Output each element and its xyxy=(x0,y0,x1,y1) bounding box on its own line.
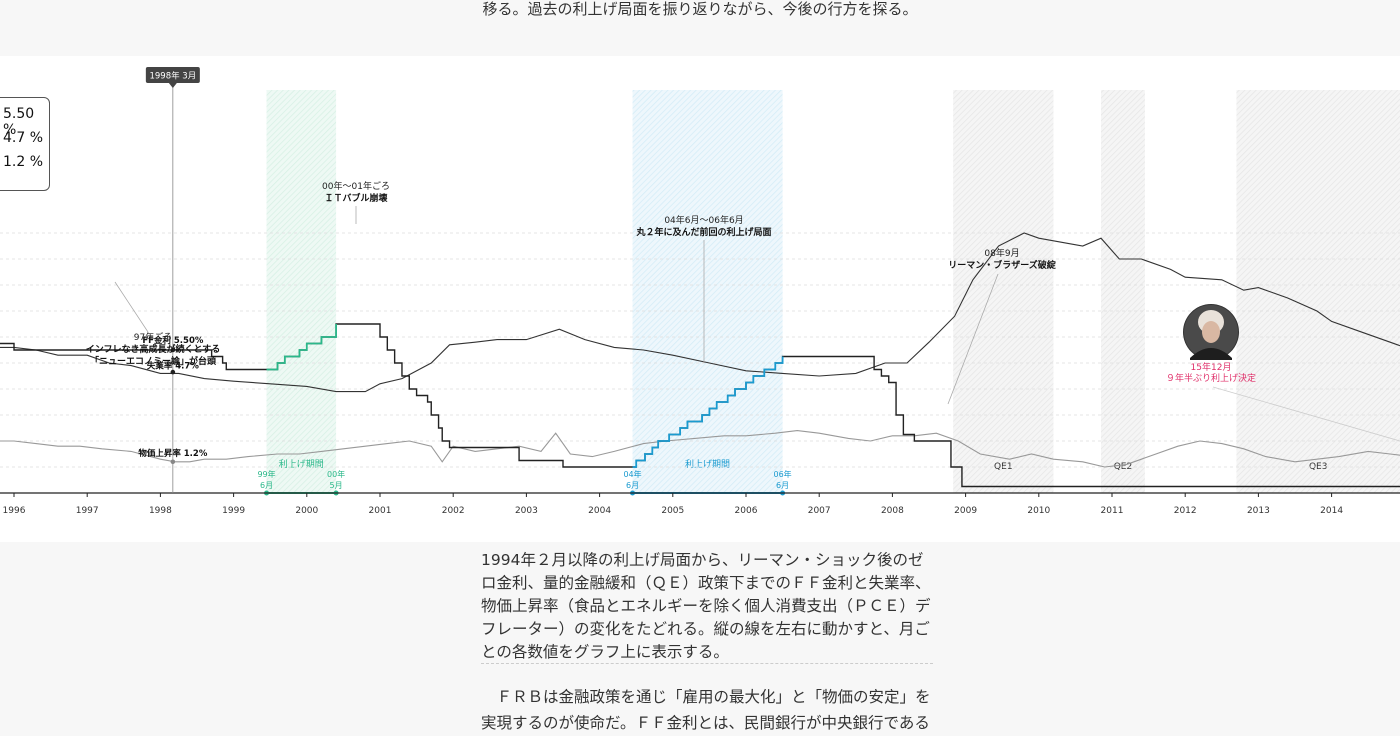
x-tick-label: 2014 xyxy=(1320,506,1343,516)
new-economy-date: 97年ごろ xyxy=(134,331,172,343)
x-tick-label: 1996 xyxy=(3,506,26,516)
cursor-unemployment-dot xyxy=(170,369,176,375)
rate-chart[interactable]: QE1 QE2 QE3利上げ期間99年6月00年5月利上げ期間04年6月06年6月 … xyxy=(0,56,1400,542)
qe-label-3: QE3 xyxy=(1309,462,1328,472)
hike-1-start-year: 99年 xyxy=(257,469,275,479)
ff-hike-segment-2 xyxy=(632,356,784,468)
qe-band-1 xyxy=(953,90,1054,493)
new-economy-label-2: 「ニューエコノミー論」が台頭 xyxy=(90,355,217,367)
x-tick-label: 2006 xyxy=(735,506,758,516)
chart-container[interactable]: QE1 QE2 QE3 利上げ期間 99年 6月 00年 5月 利上げ期間 04年 6月 06年 6月 … xyxy=(0,56,1400,542)
qe-band-3 xyxy=(1236,90,1400,493)
hike-1-end-year: 00年 xyxy=(327,469,345,479)
hike-band-label-1: 利上げ期間 xyxy=(279,458,324,470)
hike-2-start-month: 6月 xyxy=(626,481,639,490)
hike-1-start-month: 6月 xyxy=(260,481,273,490)
x-tick-label: 2009 xyxy=(954,506,977,516)
yellen-date: 15年12月 xyxy=(1191,361,1232,373)
x-tick-label: 2012 xyxy=(1174,506,1197,516)
lehman-label: リーマン・ブラザーズ破綻 xyxy=(948,259,1057,271)
x-tick-label: 1998 xyxy=(149,506,172,516)
readout-inflation: 1.2 % xyxy=(3,154,44,170)
cursor-label-pointer xyxy=(168,83,177,88)
hike-band-2 xyxy=(632,90,783,493)
it-bubble-date: 00年～01年ごろ xyxy=(322,180,390,192)
lehman-date: 08年9月 xyxy=(984,247,1019,259)
cursor-inflation-dot xyxy=(170,459,176,465)
hike-band-1 xyxy=(266,90,337,493)
yellen-label: ９年半ぶり利上げ決定 xyxy=(1166,372,1256,384)
x-tick-label: 2011 xyxy=(1101,506,1124,516)
cursor-inflation-label: 物価上昇率 1.2% xyxy=(138,448,208,459)
readout-ff: 5.50 % xyxy=(3,106,35,138)
x-tick-label: 2013 xyxy=(1247,506,1270,516)
x-tick-label: 2010 xyxy=(1027,506,1050,516)
x-tick-label: 2007 xyxy=(808,506,831,516)
x-tick-label: 1997 xyxy=(76,506,99,516)
cursor-ff-dot xyxy=(170,347,176,353)
x-tick-label: 2008 xyxy=(881,506,904,516)
it-bubble-label: ＩＴバブル崩壊 xyxy=(324,192,388,204)
body-text: ＦＲＢは金融政策を通じ「雇用の最大化」と「物価の安定」を実現するのが使命だ。ＦＦ… xyxy=(481,688,931,732)
intro-text: 移る。過去の利上げ局面を振り返りながら、今後の行方を探る。 xyxy=(482,0,918,18)
readout-box: 5.50 % 4.7 % 1.2 % xyxy=(0,97,50,191)
divider xyxy=(481,663,933,664)
chart-caption: 1994年２月以降の利上げ局面から、リーマン・ショック後のゼロ金利、量的金融緩和… xyxy=(481,551,931,661)
cursor-label: 1998年 3月 xyxy=(149,71,196,82)
hike-period-date: 04年6月～06年6月 xyxy=(664,214,743,226)
hike-period-label: 丸２年に及んだ前回の利上げ局面 xyxy=(635,226,771,238)
cursor-unemployment-label: 失業率 4.7% xyxy=(147,360,200,371)
hike-band-label-2: 利上げ期間 xyxy=(685,458,730,470)
new-economy-label-1: インフレなき高成長が続くとする xyxy=(86,343,220,355)
x-tick-label: 2005 xyxy=(661,506,684,516)
unemployment-line xyxy=(0,232,1400,393)
readout-unemployment: 4.7 % xyxy=(3,130,44,146)
x-tick-label: 2001 xyxy=(369,506,392,516)
cursor-label-bg xyxy=(145,67,200,83)
ff-hike-segment-1 xyxy=(266,324,337,371)
qe-band-2 xyxy=(1101,90,1145,493)
cursor-ff-label: FF金利 5.50% xyxy=(142,335,204,346)
x-tick-label: 2000 xyxy=(295,506,318,516)
hike-2-end-month: 6月 xyxy=(776,481,789,490)
x-tick-label: 2003 xyxy=(515,506,538,516)
hike-2-end-year: 06年 xyxy=(774,469,792,479)
x-tick-label: 2004 xyxy=(588,506,611,516)
hike-2-start-year: 04年 xyxy=(623,469,641,479)
x-tick-label: 1999 xyxy=(222,506,245,516)
x-tick-label: 2002 xyxy=(442,506,465,516)
hike-1-end-month: 5月 xyxy=(330,481,343,490)
yellen-avatar xyxy=(1183,304,1239,360)
